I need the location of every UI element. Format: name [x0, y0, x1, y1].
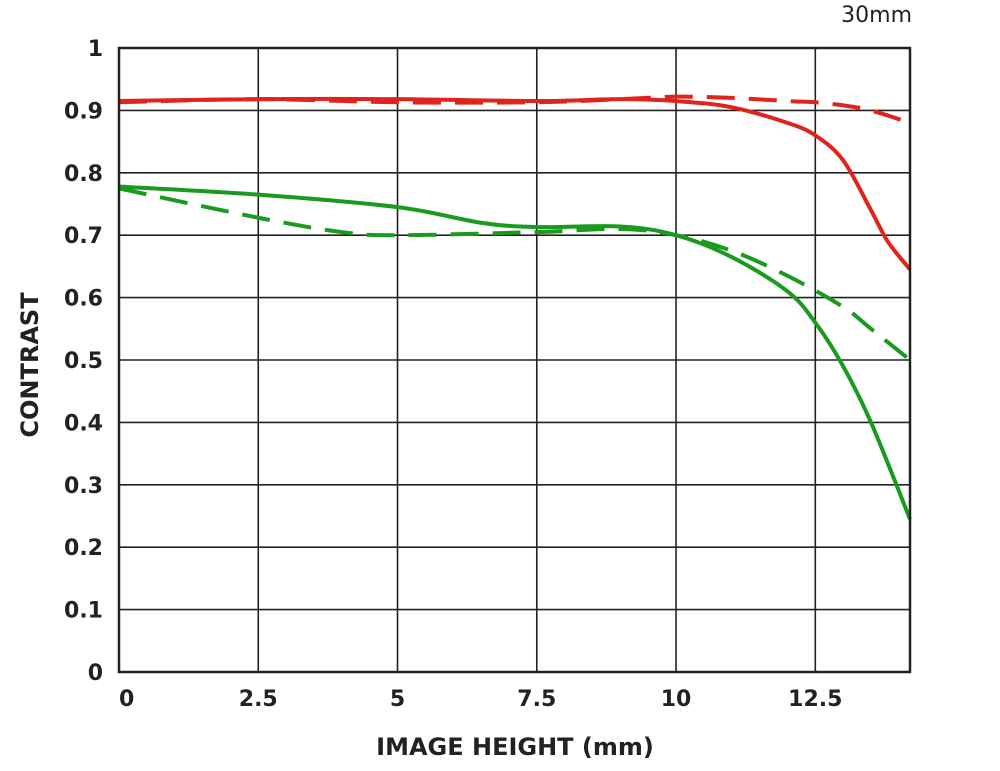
- y-tick-label: 0.8: [64, 162, 103, 187]
- x-tick-label: 5: [390, 687, 405, 712]
- y-tick-label: 0.4: [64, 411, 103, 436]
- y-axis-label: CONTRAST: [16, 292, 44, 438]
- y-tick-labels: 0 0.1 0.2 0.3 0.4 0.5 0.6 0.7 0.8 0.9 1: [64, 37, 103, 686]
- plot-frame: [117, 46, 912, 674]
- y-tick-label: 0.6: [64, 287, 103, 312]
- x-tick-label: 12.5: [788, 687, 842, 712]
- y-tick-label: 0.3: [64, 474, 103, 499]
- series-line-4: [118, 186, 912, 362]
- y-tick-label: 0.2: [64, 536, 103, 561]
- series-line-3: [118, 184, 912, 520]
- y-tick-label: 0.7: [64, 224, 103, 249]
- series-line-1: [118, 96, 912, 271]
- x-tick-label: 10: [661, 687, 692, 712]
- x-tick-labels: 0 2.5 5 7.5 10 12.5: [119, 687, 842, 712]
- y-tick-label: 1: [88, 37, 103, 62]
- y-tick-label: 0.9: [64, 99, 103, 124]
- series-layer: [118, 94, 912, 520]
- y-tick-label: 0.1: [64, 599, 103, 624]
- x-tick-label: 2.5: [239, 687, 278, 712]
- y-tick-label: 0: [88, 661, 103, 686]
- x-axis-label: IMAGE HEIGHT (mm): [376, 733, 654, 761]
- chart-title: 30mm: [841, 3, 912, 28]
- y-tick-label: 0.5: [64, 349, 103, 374]
- x-tick-label: 7.5: [517, 687, 556, 712]
- series-line-2: [118, 94, 911, 125]
- grid: [118, 47, 910, 673]
- x-tick-label: 0: [119, 687, 134, 712]
